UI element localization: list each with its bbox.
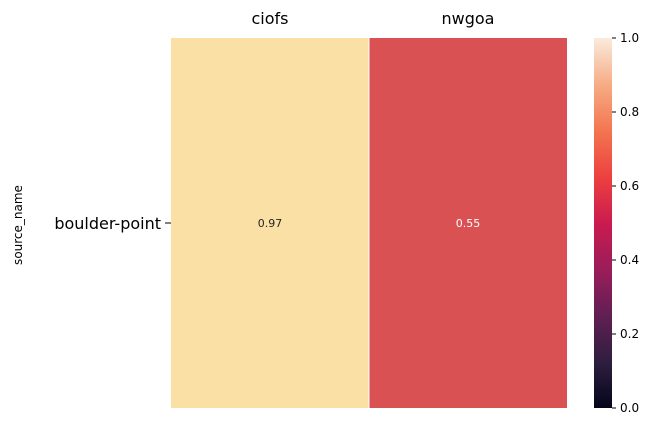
colorbar-tick-label: 0.4 <box>620 253 639 267</box>
colorbar: 0.0 0.2 0.4 0.6 0.8 1.0 <box>594 31 639 415</box>
colorbar-gradient <box>594 38 612 408</box>
cell-annotation-nwgoa: 0.55 <box>456 217 481 230</box>
x-tick-label-nwgoa: nwgoa <box>442 9 495 28</box>
colorbar-tick-label: 1.0 <box>620 31 639 45</box>
colorbar-tick-label: 0.2 <box>620 327 639 341</box>
heatmap-cell-ciofs <box>171 38 369 408</box>
y-axis-label: source_name <box>11 185 25 265</box>
colorbar-tick-label: 0.6 <box>620 179 639 193</box>
heatmap-plot-area: 0.97 0.55 ciofs nwgoa boulder-point <box>54 9 567 408</box>
heatmap-cell-nwgoa <box>369 38 567 408</box>
cell-annotation-ciofs: 0.97 <box>258 217 283 230</box>
colorbar-tick-label: 0.0 <box>620 401 639 415</box>
x-tick-label-ciofs: ciofs <box>252 9 289 28</box>
y-tick-label-boulder-point: boulder-point <box>54 214 161 233</box>
colorbar-tick-label: 0.8 <box>620 105 639 119</box>
